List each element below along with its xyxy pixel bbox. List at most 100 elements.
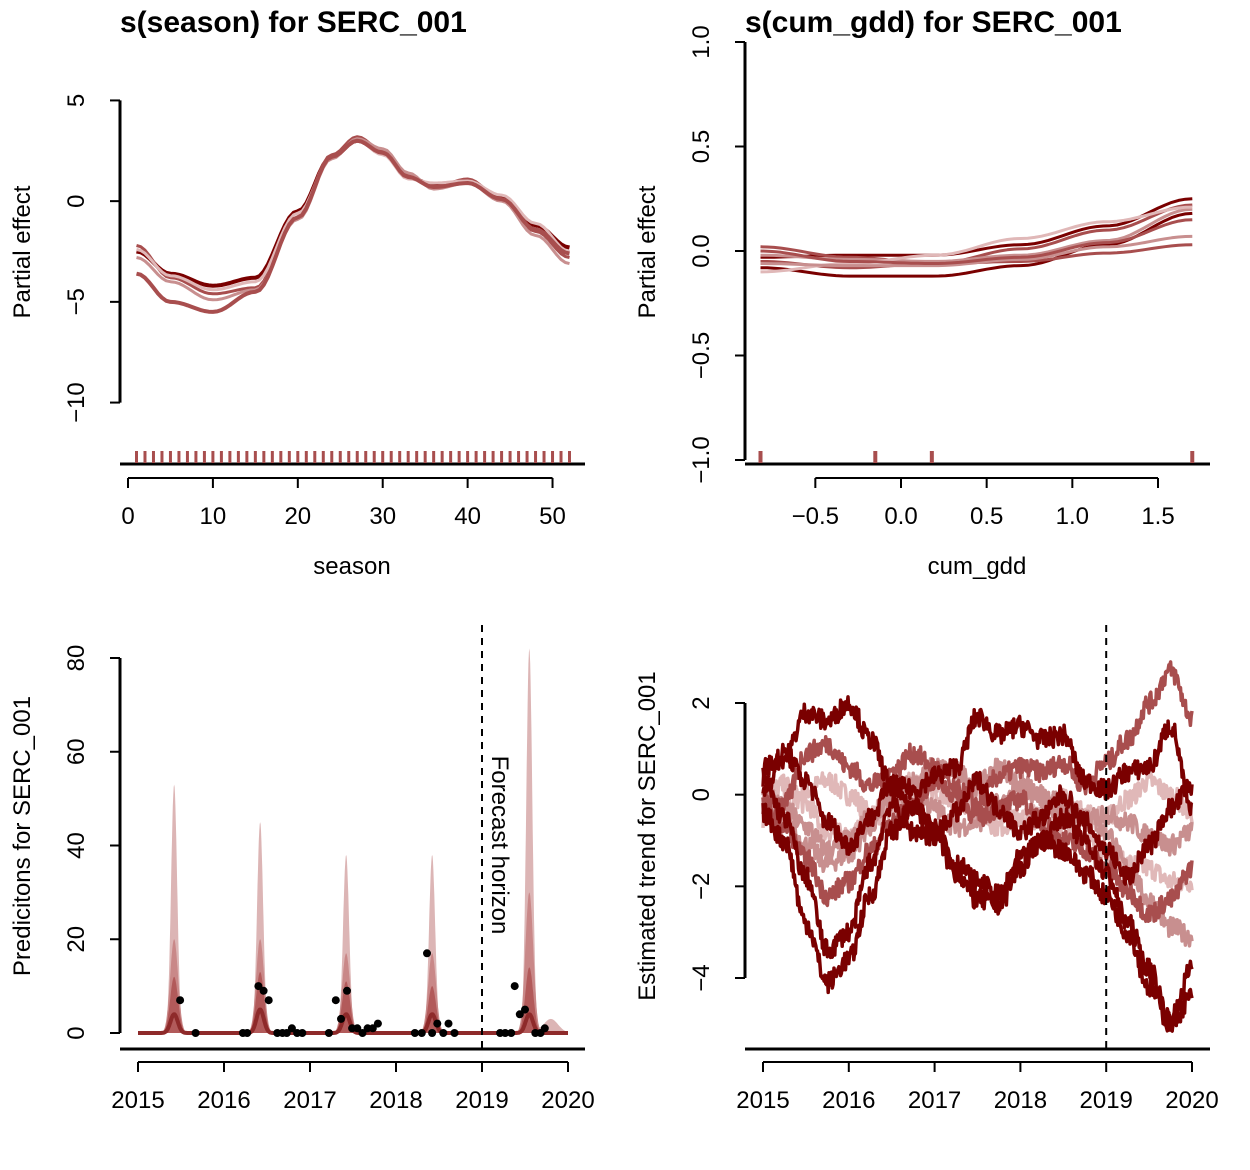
panel4-y-tick-label: −2 <box>688 873 715 900</box>
observation-point <box>324 1029 333 1037</box>
panel3-y-tick-label: 40 <box>63 832 90 859</box>
panel3-x-tick-label: 2015 <box>111 1087 164 1114</box>
panel1-x-tick-label: 20 <box>284 503 311 530</box>
observation-point <box>243 1029 252 1037</box>
cumgdd-smooth-draw <box>760 218 1193 265</box>
panel4-y-tick-label: 0 <box>688 788 715 801</box>
panel3-x-tick-label: 2017 <box>283 1087 336 1114</box>
observation-point <box>254 982 263 991</box>
observation-point <box>433 1019 442 1028</box>
observation-point <box>521 1005 529 1014</box>
observation-point <box>423 949 431 958</box>
panel1-xlabel: season <box>313 553 390 580</box>
observation-point <box>337 1014 345 1023</box>
trend-draw-line <box>761 798 1194 1033</box>
trend-draw-line <box>761 660 1194 815</box>
observation-point <box>287 1024 296 1033</box>
panel3-x-tick-label: 2020 <box>541 1087 594 1114</box>
panel1-x-tick-label: 40 <box>454 503 481 530</box>
observation-point <box>282 1029 291 1037</box>
panel2-x-tick-label: 0.5 <box>970 503 1003 530</box>
panel2-ylabel: Partial effect <box>634 185 661 318</box>
panel4-x-tick-label: 2019 <box>1080 1087 1133 1114</box>
panel2-y-tick-label: 0.5 <box>688 130 715 163</box>
panel-season-smooth: s(season) for SERC_001 season Partial ef… <box>9 6 585 580</box>
observation-point <box>410 1029 419 1037</box>
panel1-ylabel: Partial effect <box>9 185 36 318</box>
panel-trend: Estimated trend for SERC_001 2015 2016 201… <box>634 625 1219 1114</box>
trend-draw-line <box>761 770 1194 1031</box>
season-smooth-draw <box>136 138 570 288</box>
panel4-ylabel: Estimated trend for SERC_001 <box>634 671 661 1001</box>
observation-point <box>259 986 268 995</box>
panel4-y-tick-label: −4 <box>688 964 715 991</box>
panel1-y-tick-label: −5 <box>63 288 90 315</box>
observation-point <box>368 1024 377 1033</box>
observation-point <box>444 1019 453 1028</box>
observation-point <box>353 1024 362 1033</box>
panel4-x-tick-label: 2015 <box>736 1087 789 1114</box>
panel2-x-tick-label: 0.0 <box>884 503 917 530</box>
panel2-y-tick-label: −0.5 <box>688 332 715 379</box>
panel1-title: s(season) for SERC_001 <box>120 6 467 39</box>
panel4-x-tick-label: 2020 <box>1165 1087 1218 1114</box>
panel1-y-tick-label: 5 <box>63 94 90 107</box>
panel2-y-tick-label: 1.0 <box>688 25 715 58</box>
panel3-y-tick-label: 20 <box>63 926 90 953</box>
panel1-y-tick-label: 0 <box>63 194 90 207</box>
panel2-xlabel: cum_gdd <box>928 553 1027 580</box>
panel4-x-tick-label: 2017 <box>908 1087 961 1114</box>
panel2-x-tick-label: 1.5 <box>1141 503 1174 530</box>
observation-point <box>331 996 340 1005</box>
trend-draw-line <box>761 768 1194 924</box>
cumgdd-smooth-draw <box>760 207 1193 263</box>
observation-point <box>417 1029 426 1037</box>
panel4-y-tick-label: 2 <box>688 696 715 709</box>
observation-point <box>191 1029 200 1037</box>
panel3-x-tick-label: 2019 <box>455 1087 508 1114</box>
panel3-y-tick-label: 60 <box>63 738 90 765</box>
panel2-x-tick-label: 1.0 <box>1056 503 1089 530</box>
season-smooth-draw <box>136 135 570 296</box>
cumgdd-smooth-draw <box>760 203 1193 270</box>
cumgdd-smooth-draw <box>760 211 1193 278</box>
panel3-y-tick-label: 0 <box>63 1026 90 1039</box>
observation-point <box>540 1024 549 1033</box>
observation-point <box>343 986 351 995</box>
observation-point <box>507 1029 516 1037</box>
observation-point <box>358 1029 367 1037</box>
panel1-x-tick-label: 50 <box>539 503 566 530</box>
panel3-y-tick-label: 80 <box>63 645 90 672</box>
season-smooth-draw <box>136 138 570 314</box>
panel1-x-tick-label: 10 <box>200 503 227 530</box>
trend-draw-line <box>761 695 1194 817</box>
observation-point <box>176 996 185 1005</box>
panel-cumgdd-smooth: s(cum_gdd) for SERC_001 cum_gdd Partial … <box>634 6 1210 580</box>
cumgdd-smooth-draw <box>760 234 1193 268</box>
forecast-horizon-label: Forecast horizon <box>486 756 513 935</box>
observation-point <box>515 1010 524 1019</box>
panel2-y-tick-label: −1.0 <box>688 436 715 483</box>
observation-point <box>510 982 519 991</box>
prediction-interval-inner <box>138 967 568 1033</box>
panel2-title: s(cum_gdd) for SERC_001 <box>745 6 1122 39</box>
panel-predictions: Predicitons for SERC_001 2015 2016 2017 201… <box>9 625 595 1114</box>
observation-point <box>298 1029 307 1037</box>
panel3-x-tick-label: 2018 <box>369 1087 422 1114</box>
observation-point <box>264 996 273 1005</box>
panel1-x-tick-label: 0 <box>121 503 134 530</box>
panel1-y-tick-label: −10 <box>63 382 90 423</box>
panel1-x-tick-label: 30 <box>369 503 396 530</box>
panel2-y-tick-label: 0.0 <box>688 234 715 267</box>
panel2-x-tick-label: −0.5 <box>792 503 839 530</box>
season-smooth-draw <box>136 137 570 302</box>
observation-point <box>373 1019 382 1028</box>
observation-point <box>450 1029 459 1037</box>
panel4-x-tick-label: 2016 <box>822 1087 875 1114</box>
trend-draw-line <box>761 742 1194 886</box>
observation-point <box>439 1029 448 1037</box>
panel3-x-tick-label: 2016 <box>197 1087 250 1114</box>
observation-point <box>501 1029 510 1037</box>
observation-point <box>428 1029 437 1037</box>
